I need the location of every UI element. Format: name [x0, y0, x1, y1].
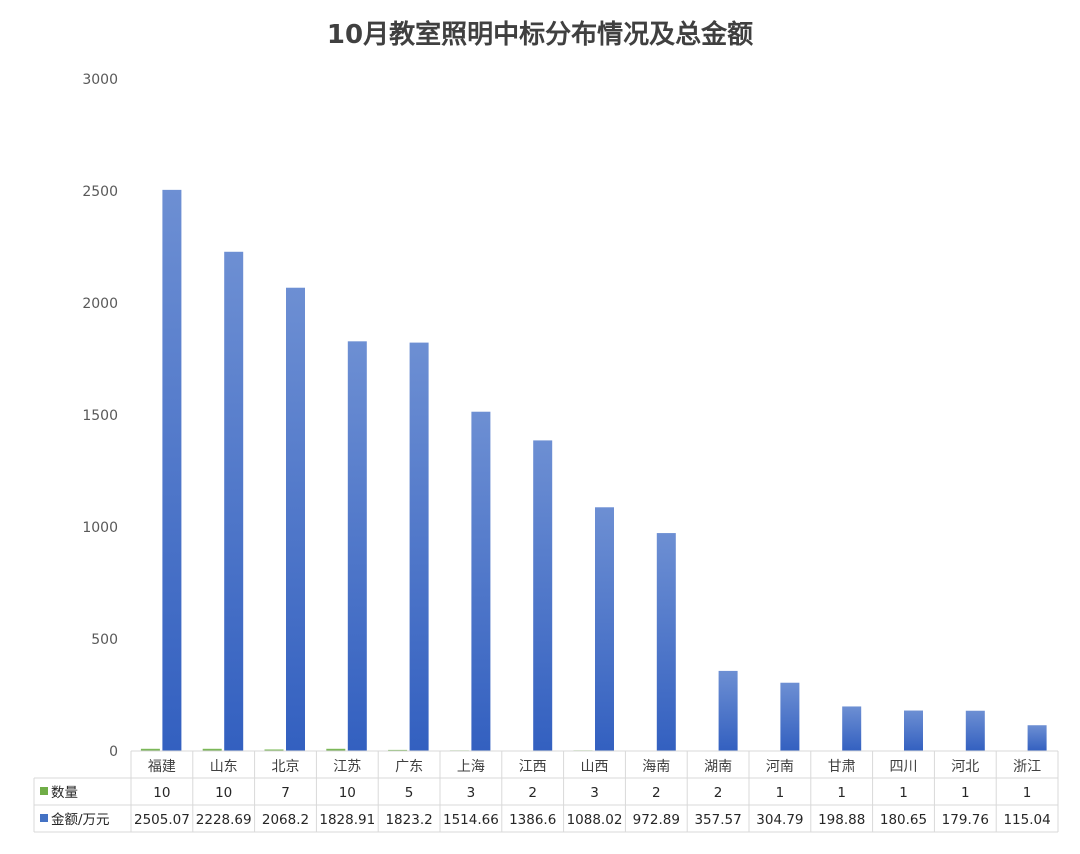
x-category-label: 北京	[272, 759, 300, 775]
bar-count	[264, 749, 284, 751]
table-data-label: 1386.6	[509, 812, 556, 828]
x-category-label: 海南	[642, 759, 670, 775]
x-category-label: 福建	[148, 759, 176, 775]
table-data-label: 1	[899, 785, 908, 801]
bar-amount	[409, 342, 429, 751]
bar-amount	[162, 189, 182, 751]
table-data-label: 1088.02	[567, 812, 623, 828]
table-data-label: 5	[405, 785, 414, 801]
chart-title: 10月教室照明中标分布情况及总金额	[326, 20, 754, 50]
y-tick-label: 1000	[82, 520, 118, 536]
bar-amount	[224, 251, 244, 751]
table-data-label: 1	[837, 785, 846, 801]
x-category-label: 上海	[457, 759, 485, 775]
table-data-label: 10	[339, 785, 356, 801]
x-category-label: 甘肃	[828, 759, 856, 775]
table-data-label: 1514.66	[443, 812, 499, 828]
legend-series-label: 金额/万元	[51, 812, 110, 828]
table-data-label: 1	[776, 785, 785, 801]
legend-key	[40, 814, 48, 822]
y-tick-label: 500	[91, 632, 118, 648]
table-data-label: 1	[961, 785, 970, 801]
x-category-label: 山西	[581, 759, 609, 775]
y-tick-label: 2500	[82, 184, 118, 200]
table-data-label: 2505.07	[134, 812, 190, 828]
y-tick-label: 1500	[82, 408, 118, 424]
table-data-label: 7	[281, 785, 290, 801]
legend-key	[40, 787, 48, 795]
table-data-label: 115.04	[1003, 812, 1050, 828]
x-category-label: 河南	[766, 759, 794, 775]
table-data-label: 2	[528, 785, 537, 801]
y-tick-label: 3000	[82, 72, 118, 88]
bar-amount	[1027, 725, 1047, 751]
table-data-label: 198.88	[818, 812, 865, 828]
bar-amount	[286, 287, 305, 751]
y-tick-label: 0	[109, 744, 118, 760]
table-data-label: 3	[590, 785, 599, 801]
bar-count	[388, 749, 408, 751]
x-category-label: 广东	[395, 759, 423, 775]
table-data-label: 357.57	[694, 812, 741, 828]
table-data-label: 1828.91	[319, 812, 375, 828]
table-data-label: 972.89	[633, 812, 680, 828]
table-data-label: 1	[1023, 785, 1032, 801]
legend-series-label: 数量	[51, 785, 78, 801]
table-data-label: 10	[215, 785, 232, 801]
bar-amount	[718, 670, 738, 751]
table-data-label: 2228.69	[196, 812, 252, 828]
table-data-label: 304.79	[756, 812, 803, 828]
y-tick-label: 2000	[82, 296, 118, 312]
bar-amount	[595, 507, 614, 751]
x-category-label: 四川	[890, 759, 918, 775]
table-data-label: 179.76	[942, 812, 989, 828]
bar-amount	[780, 682, 800, 751]
table-data-label: 1823.2	[385, 812, 432, 828]
x-category-label: 浙江	[1013, 759, 1041, 775]
x-category-label: 江西	[519, 759, 547, 775]
bar-amount	[471, 411, 491, 751]
x-category-label: 河北	[951, 759, 979, 775]
table-data-label: 2	[714, 785, 723, 801]
bar-amount	[965, 710, 985, 751]
bar-amount	[842, 706, 862, 751]
bar-count	[140, 748, 160, 751]
x-category-label: 湖南	[704, 759, 732, 775]
table-data-label: 10	[153, 785, 170, 801]
bar-amount	[347, 341, 367, 751]
x-category-label: 山东	[210, 759, 238, 775]
x-category-label: 江苏	[333, 759, 361, 775]
table-data-label: 180.65	[880, 812, 927, 828]
table-data-label: 3	[467, 785, 476, 801]
bar-count	[326, 748, 346, 751]
bar-amount	[904, 710, 923, 751]
bar-count	[202, 748, 222, 751]
table-data-label: 2	[652, 785, 661, 801]
bar-amount	[656, 533, 676, 751]
bar-amount	[533, 440, 553, 751]
table-data-label: 2068.2	[262, 812, 309, 828]
